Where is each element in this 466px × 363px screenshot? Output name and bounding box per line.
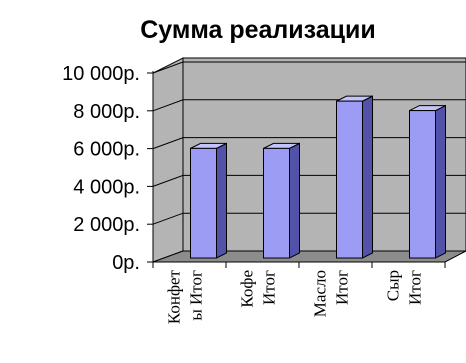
bar xyxy=(190,147,217,259)
x-tick-label: Кофе xyxy=(238,270,257,308)
x-tick-label: ы Итог xyxy=(187,270,206,321)
bar-side xyxy=(362,95,373,259)
x-tick-label: Итог xyxy=(406,270,425,305)
y-tick-label: 10 000р. xyxy=(62,63,140,85)
y-tick-label: 0р. xyxy=(112,252,140,274)
bar xyxy=(336,100,363,259)
chart-title: Сумма реализации xyxy=(140,16,376,44)
y-tick-label: 4 000р. xyxy=(73,176,140,198)
plot-area: 0р. 2 000р. 4 000р. 6 000р. 8 000р. 10 000р. К… xyxy=(62,57,466,324)
side-wall xyxy=(152,57,184,263)
x-tick-label: Итог xyxy=(260,270,279,305)
x-tick-label: Итог xyxy=(333,270,352,305)
x-tick-label: Конфет xyxy=(165,269,184,324)
bar-side xyxy=(435,104,446,259)
bar-side xyxy=(216,142,227,259)
bar-side xyxy=(289,142,300,259)
gridline xyxy=(152,61,466,74)
bar xyxy=(409,110,436,259)
y-tick-label: 6 000р. xyxy=(73,139,140,161)
x-tick-label: Сыр xyxy=(384,270,403,301)
y-tick-label: 8 000р. xyxy=(73,101,140,123)
y-tick-label: 2 000р. xyxy=(73,214,140,236)
bar xyxy=(263,147,290,259)
x-tick-label: Масло xyxy=(311,270,330,317)
